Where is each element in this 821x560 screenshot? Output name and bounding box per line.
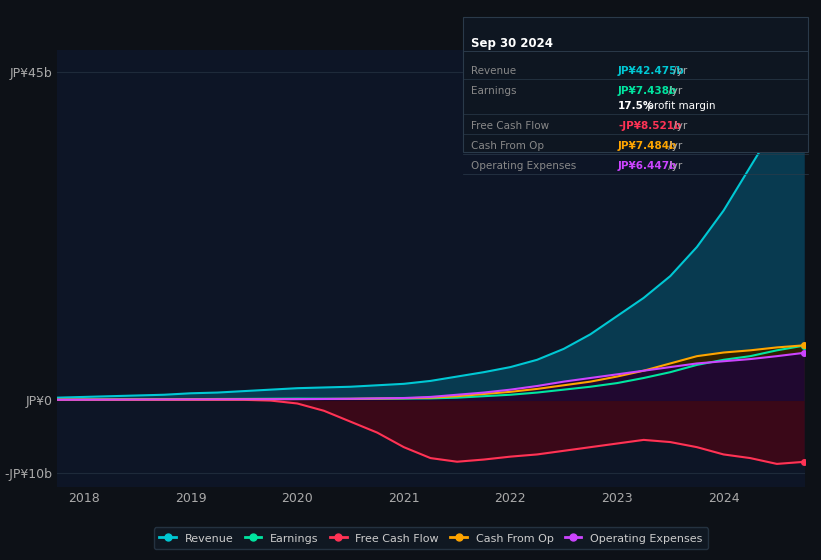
Text: 17.5%: 17.5% [618,101,654,111]
Text: profit margin: profit margin [644,101,715,111]
Text: JP¥6.447b: JP¥6.447b [618,161,677,171]
Text: Free Cash Flow: Free Cash Flow [471,121,549,131]
Text: JP¥7.484b: JP¥7.484b [618,141,677,151]
Text: Earnings: Earnings [471,86,516,96]
Text: Revenue: Revenue [471,66,516,76]
Text: -JP¥8.521b: -JP¥8.521b [618,121,681,131]
Text: JP¥7.438b: JP¥7.438b [618,86,677,96]
Text: /yr: /yr [665,161,682,171]
Text: /yr: /yr [665,141,682,151]
Legend: Revenue, Earnings, Free Cash Flow, Cash From Op, Operating Expenses: Revenue, Earnings, Free Cash Flow, Cash … [154,528,709,549]
Text: /yr: /yr [670,121,687,131]
Text: /yr: /yr [670,66,687,76]
Text: JP¥42.475b: JP¥42.475b [618,66,685,76]
Text: /yr: /yr [665,86,682,96]
Text: Operating Expenses: Operating Expenses [471,161,576,171]
Text: Sep 30 2024: Sep 30 2024 [471,37,553,50]
Text: Cash From Op: Cash From Op [471,141,544,151]
